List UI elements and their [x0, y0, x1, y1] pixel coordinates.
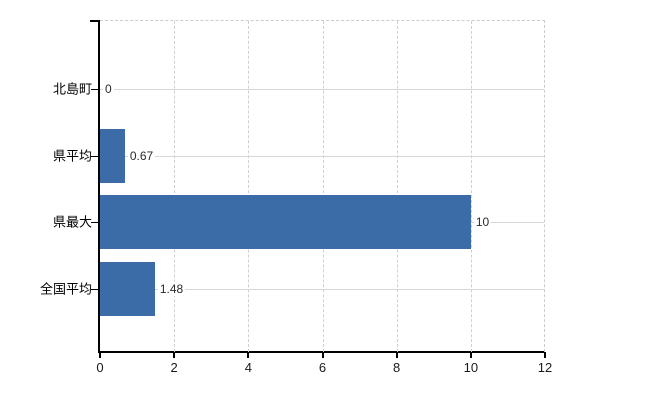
x-axis-tick [321, 352, 324, 358]
y-axis-tick [91, 155, 98, 157]
category-label: 県平均 [52, 148, 92, 164]
bar [100, 195, 471, 250]
plot-area: 0 0.67 10 1.48 [90, 20, 546, 358]
bar-value-label: 0 [103, 82, 114, 97]
category-label: 全国平均 [39, 281, 92, 297]
x-axis-line [98, 351, 544, 353]
x-axis-tick [99, 352, 101, 358]
x-tick-label: 12 [537, 360, 553, 375]
y-axis-tick [91, 288, 98, 290]
x-axis-tick [247, 352, 250, 358]
x-tick-label: 2 [170, 360, 178, 375]
y-axis-tick [91, 89, 98, 91]
x-tick-label: 0 [96, 360, 104, 375]
x-axis-tick [395, 352, 398, 358]
y-axis-tick [91, 222, 98, 224]
bar-value-label: 0.67 [127, 148, 156, 163]
x-axis-tick [173, 352, 176, 358]
category-grid-line [100, 89, 544, 91]
x-grid-line [322, 21, 324, 352]
bar-value-label: 10 [473, 215, 492, 230]
bar [100, 261, 155, 316]
x-grid-line [396, 21, 398, 352]
category-label: 県最大 [52, 214, 92, 230]
category-label: 北島町 [52, 81, 92, 97]
y-axis-spine [98, 20, 100, 352]
x-tick-label: 8 [393, 360, 401, 375]
y-axis-top-tick [90, 20, 98, 22]
bar-value-label: 1.48 [157, 281, 186, 296]
category-grid-line [100, 288, 544, 290]
x-grid-line [470, 21, 472, 352]
x-tick-label: 4 [244, 360, 252, 375]
x-tick-label: 10 [463, 360, 479, 375]
category-grid-line [100, 155, 544, 157]
x-axis-tick [544, 352, 546, 358]
bar [100, 128, 125, 183]
x-grid-line [174, 21, 176, 352]
x-tick-label: 6 [318, 360, 327, 375]
x-axis-tick [469, 352, 472, 358]
x-grid-line [248, 21, 250, 352]
